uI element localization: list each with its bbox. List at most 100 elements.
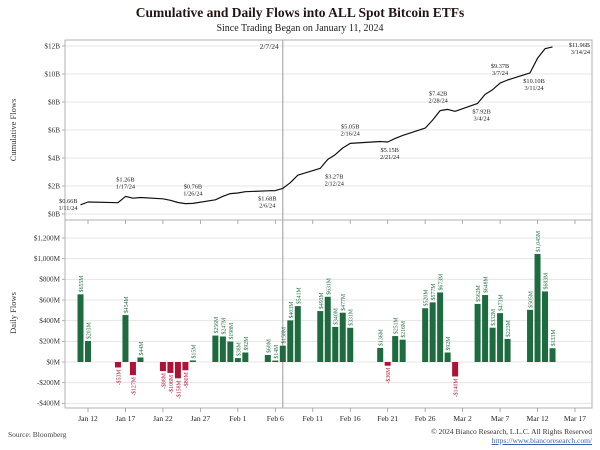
daily-flow-bar xyxy=(452,362,459,377)
cumulative-annotation-date: 3/7/24 xyxy=(492,70,509,77)
biancoresearch-link[interactable]: https://www.biancoresearch.com/ xyxy=(491,436,592,445)
bar-value-label: $655M xyxy=(78,276,85,293)
daily-flow-bar xyxy=(347,327,354,362)
y-axis-tick-label: $800M xyxy=(39,276,60,284)
cumulative-annotation-value: $0.66B xyxy=(59,198,77,205)
daily-flow-bar xyxy=(122,315,129,362)
bar-value-label: $133M xyxy=(550,330,557,347)
x-axis-tick-label: Mar 7 xyxy=(491,414,510,423)
daily-flow-bar xyxy=(294,306,301,362)
bar-value-label: $198M xyxy=(228,323,235,340)
bar-value-label: $223M xyxy=(505,320,512,337)
bar-value-label: $15M xyxy=(190,345,197,359)
x-axis-tick-label: Feb 16 xyxy=(340,414,361,423)
bar-value-label: $1,045M xyxy=(535,231,542,252)
daily-flow-bar xyxy=(129,362,136,376)
bar-value-label: $340M xyxy=(333,308,340,325)
daily-flow-bar xyxy=(182,362,189,371)
cumulative-annotation-date: 1/26/24 xyxy=(183,190,203,197)
daily-flow-bar xyxy=(114,362,121,368)
daily-flow-bar xyxy=(437,292,444,362)
bar-value-label: $92M xyxy=(243,337,250,351)
x-axis-tick-label: Jan 12 xyxy=(78,414,98,423)
bar-value-label: $158M xyxy=(280,327,287,344)
daily-flow-bar xyxy=(504,338,511,362)
bar-value-label: $38M xyxy=(235,342,242,356)
daily-flow-bar xyxy=(137,357,144,362)
cumulative-annotation-value: $11.96B xyxy=(569,42,590,49)
bar-value-label: $520M xyxy=(423,290,430,307)
daily-flow-bar xyxy=(429,302,436,362)
bar-value-label: $541M xyxy=(295,287,302,304)
bar-value-label: $683M xyxy=(543,273,550,290)
bar-value-label: $403M xyxy=(288,302,295,319)
daily-flow-bar xyxy=(534,254,541,362)
bar-value-label: $92M xyxy=(445,337,452,351)
cumulative-annotation-value: $0.76B xyxy=(184,183,202,190)
bar-value-label: -$158M xyxy=(175,380,182,399)
daily-flow-bar xyxy=(384,362,391,366)
bar-value-label: $648M xyxy=(483,276,490,293)
daily-flow-bar xyxy=(497,313,504,362)
daily-flow-bar xyxy=(444,352,451,362)
bar-value-label: $68M xyxy=(265,339,272,353)
daily-flow-bar xyxy=(332,326,339,362)
daily-flow-bar xyxy=(549,348,556,362)
x-axis-tick-label: Mar 12 xyxy=(526,414,548,423)
daily-flow-bar xyxy=(159,362,166,372)
daily-flow-bar xyxy=(527,309,534,362)
cumulative-annotation-date: 3/4/24 xyxy=(474,115,491,122)
daily-flow-bar xyxy=(227,341,234,362)
x-axis-tick-label: Jan 27 xyxy=(191,414,211,423)
copyright-note: © 2024 Bianco Research, L.L.C. All Right… xyxy=(431,427,592,436)
bar-value-label: $247M xyxy=(220,318,227,335)
bar-value-label: -$127M xyxy=(130,377,137,396)
cumulative-annotation-value: $1.68B xyxy=(258,196,276,203)
y-axis-tick-label: $400M xyxy=(39,317,60,325)
daily-flow-bar xyxy=(234,358,241,362)
daily-flow-bar xyxy=(264,354,271,362)
cumulative-annotation-date: 3/11/24 xyxy=(525,85,545,92)
bar-value-label: $631M xyxy=(325,278,332,295)
y-axis-tick-label: $4B xyxy=(48,154,60,162)
bar-value-label: $673M xyxy=(438,274,445,291)
bar-value-label: $14M xyxy=(273,345,280,359)
bar-value-label: -$53M xyxy=(115,369,122,385)
cumulative-annotation-date: 1/17/24 xyxy=(116,183,136,190)
bar-value-label: $216M xyxy=(400,321,407,338)
bar-value-label: $251M xyxy=(393,317,400,334)
cumulative-axis-title: Cumulative Flows xyxy=(8,99,18,162)
bar-value-label: $136M xyxy=(378,329,385,346)
daily-flow-bar xyxy=(174,362,181,379)
x-axis-tick-label: Feb 26 xyxy=(415,414,436,423)
source-note: Source: Bloomberg xyxy=(8,430,67,439)
daily-flow-bar xyxy=(422,308,429,362)
daily-flow-bar xyxy=(474,303,481,362)
bar-value-label: $577M xyxy=(430,284,437,301)
x-axis-tick-label: Mar 2 xyxy=(453,414,472,423)
cumulative-flow-line xyxy=(80,46,553,206)
cumulative-annotation-date: 3/14/24 xyxy=(571,49,591,56)
daily-flow-bar xyxy=(167,362,174,373)
y-axis-tick-label: $10B xyxy=(44,70,60,78)
x-axis-tick-label: Mar 17 xyxy=(564,414,586,423)
plot-border xyxy=(64,39,593,409)
bar-value-label: -$88M xyxy=(160,373,167,389)
daily-flow-bar xyxy=(219,336,226,362)
bar-value-label: -$140M xyxy=(453,378,460,397)
bar-value-label: $256M xyxy=(213,317,220,334)
y-axis-tick-label: $1,000M xyxy=(34,255,61,263)
bar-value-label: $477M xyxy=(340,294,347,311)
y-axis-tick-label: -$400M xyxy=(37,400,61,408)
bar-value-label: -$106M xyxy=(168,375,175,394)
bar-value-label: $473M xyxy=(498,294,505,311)
y-axis-tick-label: $12B xyxy=(44,42,60,50)
daily-flow-bar xyxy=(279,345,286,362)
daily-flow-bar xyxy=(212,335,219,362)
chart-subtitle: Since Trading Began on January 11, 2024 xyxy=(216,23,384,34)
cumulative-annotation-value: $9.37B xyxy=(491,63,509,70)
daily-flow-bar xyxy=(242,352,249,362)
y-axis-tick-label: $600M xyxy=(39,296,60,304)
